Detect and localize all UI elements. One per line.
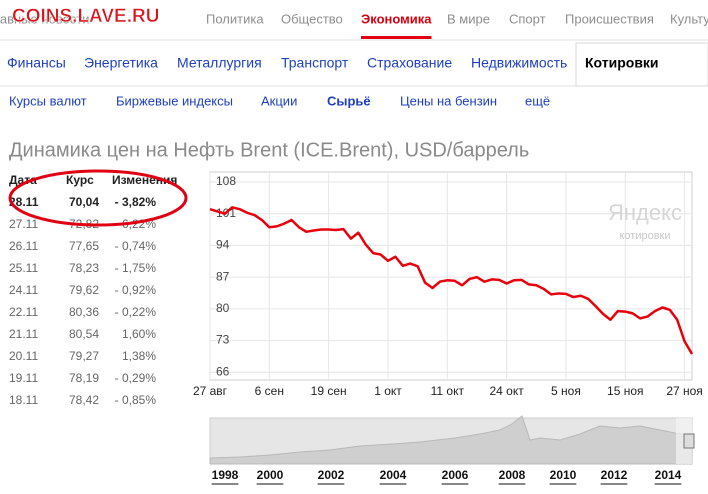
- y-tick-label: 66: [216, 364, 230, 378]
- x-tick-label: 27 ноя: [666, 384, 702, 398]
- annotation-ellipse: [8, 169, 188, 227]
- navigator-year[interactable]: 2006: [442, 468, 469, 482]
- x-tick-label: 11 окт: [431, 384, 465, 398]
- cell-rate: 78,23: [69, 261, 99, 275]
- x-tick-label: 27 авг: [193, 384, 228, 398]
- cell-change: - 0,85%: [115, 393, 157, 407]
- chart-logo: Яндекс: [608, 200, 682, 225]
- chart-logo-sub: котировки: [619, 230, 670, 242]
- nav-link[interactable]: Котировки: [585, 55, 659, 71]
- cell-rate: 79,27: [69, 349, 99, 363]
- cell-date: 28.11: [9, 195, 39, 209]
- y-tick-label: 108: [216, 174, 236, 188]
- y-tick-label: 73: [216, 333, 230, 347]
- x-tick-label: 6 сен: [255, 384, 284, 398]
- chart-frame: [209, 171, 693, 381]
- cell-rate: 79,62: [69, 283, 99, 297]
- x-tick-label: 5 ноя: [551, 384, 581, 398]
- x-tick-label: 15 ноя: [607, 384, 643, 398]
- nav-link[interactable]: Энергетика: [84, 55, 158, 71]
- cell-rate: 80,36: [69, 305, 99, 319]
- nav-link[interactable]: Биржевые индексы: [116, 93, 233, 108]
- navigator-handle[interactable]: [683, 433, 695, 449]
- cell-change: 1,38%: [122, 349, 156, 363]
- navigator-year[interactable]: 2012: [601, 468, 628, 482]
- nav-link[interactable]: Акции: [261, 93, 297, 108]
- active-tab: [575, 42, 708, 87]
- cell-date: 21.11: [9, 327, 38, 341]
- cell-date: 19.11: [9, 371, 38, 385]
- nav-link[interactable]: Транспорт: [281, 55, 349, 71]
- y-tick-label: 80: [216, 301, 230, 315]
- nav-link[interactable]: Спорт: [509, 11, 546, 26]
- navigator-year[interactable]: 2002: [318, 468, 345, 482]
- cell-date: 26.11: [9, 239, 38, 253]
- cell-change: - 0,22%: [115, 305, 157, 319]
- cell-change: 1,60%: [122, 327, 156, 341]
- page-title: Динамика цен на Нефть Brent (ICE.Brent),…: [9, 139, 529, 161]
- nav-link[interactable]: Сырьё: [327, 93, 371, 108]
- nav-link[interactable]: Общество: [281, 11, 343, 26]
- nav-link[interactable]: Металлургия: [177, 55, 262, 71]
- navigator-year[interactable]: 1998: [212, 468, 239, 482]
- cell-rate: 70,04: [69, 195, 99, 209]
- table-header: Изменения: [112, 173, 177, 187]
- cell-rate: 80,54: [69, 327, 99, 341]
- cell-date: 27.11: [9, 217, 38, 231]
- nav-link[interactable]: Культура: [670, 11, 708, 26]
- nav-link[interactable]: В мире: [447, 11, 490, 26]
- nav-link[interactable]: Происшествия: [565, 11, 654, 26]
- navigator-history: [209, 415, 693, 465]
- x-tick-label: 24 окт: [489, 384, 524, 398]
- nav-link[interactable]: Политика: [206, 11, 264, 26]
- navigator-year[interactable]: 2014: [655, 468, 682, 482]
- nav-link[interactable]: Страхование: [367, 55, 452, 71]
- navigator-year[interactable]: 2008: [499, 468, 526, 482]
- cell-date: 18.11: [9, 393, 38, 407]
- nav-link[interactable]: Цены на бензин: [400, 93, 497, 108]
- cell-change: - 0,74%: [115, 239, 157, 253]
- y-tick-label: 87: [216, 269, 230, 283]
- navigator-year[interactable]: 2010: [550, 468, 577, 482]
- cell-date: 22.11: [9, 305, 38, 319]
- table-header: Дата: [9, 173, 37, 187]
- nav-link[interactable]: Недвижимость: [471, 55, 567, 71]
- nav-link[interactable]: Финансы: [7, 55, 66, 71]
- active-underline: [361, 36, 432, 39]
- y-tick-label: 94: [216, 238, 230, 252]
- cell-date: 24.11: [9, 283, 38, 297]
- x-tick-label: 19 сен: [311, 384, 347, 398]
- navigator-year[interactable]: 2000: [257, 468, 284, 482]
- cell-change: - 3,82%: [115, 195, 157, 209]
- cell-rate: 77,65: [69, 239, 99, 253]
- cell-change: - 0,92%: [115, 283, 157, 297]
- cell-change: - 1,75%: [115, 261, 157, 275]
- cell-change: - 0,29%: [115, 371, 157, 385]
- navigator-year[interactable]: 2004: [380, 468, 407, 482]
- nav-link[interactable]: Экономика: [361, 11, 432, 26]
- cell-rate: 78,19: [69, 371, 99, 385]
- nav-link[interactable]: ещё: [525, 93, 550, 108]
- watermark: COINS.LAVE.RU: [12, 6, 159, 27]
- nav-link[interactable]: Курсы валют: [9, 93, 87, 108]
- cell-date: 20.11: [9, 349, 38, 363]
- cell-date: 25.11: [9, 261, 38, 275]
- price-line: [209, 206, 694, 355]
- cell-rate: 78,42: [69, 393, 99, 407]
- x-tick-label: 1 окт: [374, 384, 402, 398]
- nav-link[interactable]: Главные новости: [0, 11, 90, 26]
- table-header: Курс: [66, 173, 94, 187]
